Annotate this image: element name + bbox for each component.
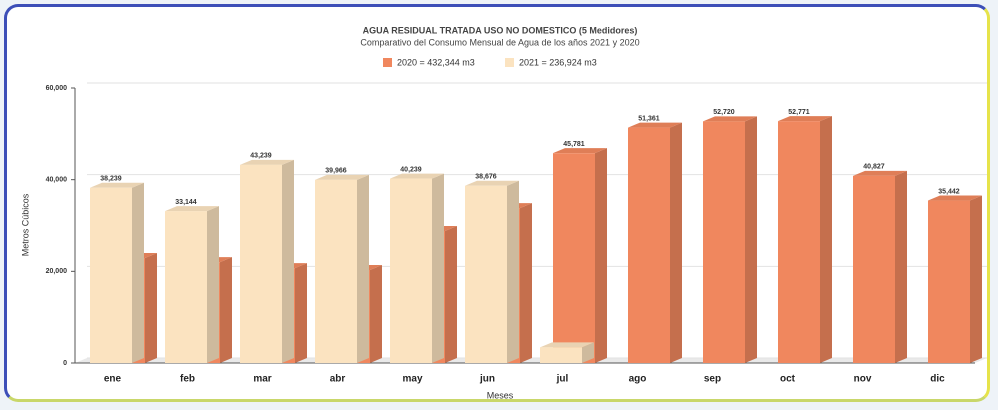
bar-side [745,116,757,363]
bar [465,185,507,363]
y-tick-label: 20,000 [46,268,68,275]
bar [703,121,745,363]
bar [628,127,670,363]
chart-title: AGUA RESIDUAL TRATADA USO NO DOMESTICO (… [363,25,638,35]
value-label: 40,827 [863,164,885,171]
value-label: 33,144 [175,199,197,206]
bar [315,179,357,363]
bar-top [165,206,219,212]
bar [390,178,432,363]
bar-top [853,170,907,176]
value-label: 52,771 [788,109,810,116]
y-tick-label: 40,000 [46,177,68,184]
bar-side [370,264,382,363]
value-label: 45,781 [563,141,585,148]
x-tick-label: mar [253,374,271,385]
x-tick-label: ago [629,374,647,385]
bar-side [820,116,832,363]
x-tick-label: may [402,374,422,385]
bar-top [465,180,519,186]
bar-side [582,342,594,363]
bar [553,153,595,363]
bar-top [315,174,369,180]
chart-subtitle: Comparativo del Consumo Mensual de Agua … [360,37,639,47]
bar-top [553,148,607,154]
bar-top [90,182,144,188]
bar [540,347,582,363]
x-tick-label: jun [479,374,495,385]
value-label: 40,239 [400,166,422,173]
bar-top [390,173,444,179]
value-label: 52,720 [713,109,735,116]
bar-top [703,116,757,122]
bar [90,187,132,363]
value-label: 43,239 [250,153,272,160]
x-tick-label: sep [704,374,721,385]
y-tick-label: 60,000 [46,85,68,92]
bar-side [220,257,232,363]
bar-top [778,116,832,122]
bar-side [357,174,369,363]
x-tick-label: abr [330,374,346,385]
x-axis-title: Meses [487,390,514,400]
x-tick-label: ene [104,374,122,385]
bar-side [895,170,907,363]
x-tick-label: oct [780,374,796,385]
bar-top [928,195,982,201]
bar-top [540,342,594,348]
y-axis-title: Metros Cúbicos [20,193,30,256]
bar-side [520,203,532,363]
bar-side [132,182,144,363]
x-tick-label: dic [930,374,945,385]
bar [778,121,820,363]
value-label: 51,361 [638,115,660,122]
bar-top [240,159,294,165]
bar-side [207,206,219,363]
value-label: 38,239 [100,176,122,183]
value-label: 39,966 [325,168,347,175]
bar [853,175,895,363]
legend-swatch [505,58,514,67]
bar-side [432,173,444,363]
bar-side [507,180,519,363]
bar [165,211,207,363]
x-tick-label: nov [854,374,872,385]
bar-side [282,159,294,363]
bar-side [295,263,307,363]
value-label: 38,676 [475,174,497,181]
bar-top [628,122,682,128]
bar-side [670,122,682,363]
legend-label: 2021 = 236,924 m3 [519,57,597,67]
x-tick-label: feb [180,374,195,385]
legend-swatch [383,58,392,67]
bar-side [595,148,607,363]
bar [240,164,282,363]
bar-side [445,226,457,363]
y-tick-label: 0 [63,360,67,367]
bar [928,200,970,363]
bar-side [970,195,982,363]
bar-side [145,253,157,363]
x-tick-label: jul [556,374,569,385]
value-label: 35,442 [938,188,960,195]
legend-label: 2020 = 432,344 m3 [397,57,475,67]
